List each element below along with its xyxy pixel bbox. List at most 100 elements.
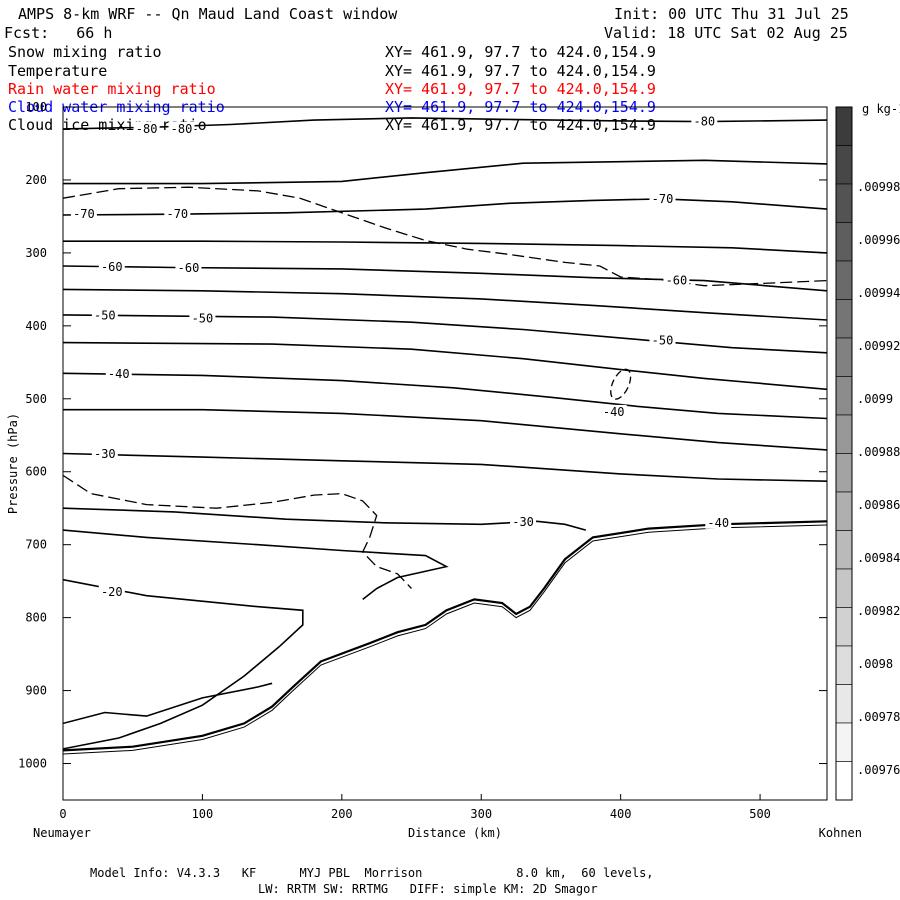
mixing-ratio-contour [63,474,412,589]
colorbar-swatch [835,607,853,647]
colorbar-tick-label: .00984 [857,551,900,565]
isotherm-line [63,372,827,420]
x-axis-label: Distance (km) [408,826,502,840]
contour-label-bg [168,121,195,135]
contour-label-bg [98,585,125,599]
isotherm-line [63,578,304,750]
isotherm-line [63,507,587,531]
field-name: Rain water mixing ratio [8,80,216,98]
contour-label: -40 [603,405,625,419]
colorbar-tick-label: .00996 [857,233,900,247]
contour-label: -30 [94,447,116,461]
contour-label-bg [91,447,118,461]
y-tick-label: 400 [25,319,47,333]
x-tick-label: 400 [610,807,632,821]
isotherm-line [63,265,827,292]
x-tick-label: 0 [59,807,66,821]
field-name: Snow mixing ratio [8,43,162,61]
contour-label-bg [133,121,160,135]
colorbar-tick-label: .00988 [857,445,900,459]
contour-label: -70 [166,207,188,221]
isotherm-line [63,288,827,321]
colorbar-tick-label: .00976 [857,763,900,777]
contour-label-bg [98,259,125,273]
colorbar-swatch [835,222,853,262]
contour-label: -80 [171,122,193,136]
x-right-station-label: Kohnen [819,826,862,840]
colorbar-tick-label: .00998 [857,180,900,194]
isotherm-line [63,159,827,185]
contour-label: -60 [178,261,200,275]
colorbar-frame [835,106,853,801]
contour-label: -40 [108,367,130,381]
contour-label-bg [663,273,690,287]
field-name: Temperature [8,62,108,80]
contour-label-bg [705,515,732,529]
x-left-station-label: Neumayer [33,826,91,840]
colorbar-swatch [835,337,853,377]
contour-label: -70 [73,207,95,221]
contour-label-bg [510,515,537,529]
colorbar-tick-label: .00994 [857,286,900,300]
contour-label: -30 [512,515,534,529]
contour-label-bg [105,366,132,380]
contour-label: -50 [94,309,116,323]
y-tick-label: 300 [25,246,47,260]
contour-label-bg [649,333,676,347]
colorbar-tick-label: .00992 [857,339,900,353]
colorbar-swatch [835,299,853,339]
footer-physics-info: LW: RRTM SW: RRTMG DIFF: simple KM: 2D S… [258,882,598,896]
mixing-ratio-contour [610,368,632,400]
contour-label-bg [164,207,191,221]
contour-label: -50 [652,333,674,347]
contour-label-bg [189,311,216,325]
field-xy: XY= 461.9, 97.7 to 424.0,154.9 [385,80,656,98]
colorbar-swatch [835,376,853,416]
y-tick-label: 1000 [18,757,47,771]
forecast-hour: Fcst: 66 h [4,24,113,42]
y-tick-label: 800 [25,611,47,625]
colorbar-swatch [835,530,853,570]
x-tick-label: 200 [331,807,353,821]
colorbar-tick-label: .0098 [857,657,893,671]
field-xy: XY= 461.9, 97.7 to 424.0,154.9 [385,43,656,61]
colorbar-swatch [835,183,853,223]
terrain-line [63,520,827,752]
y-tick-label: 200 [25,173,47,187]
contour-label-bg [175,261,202,275]
y-tick-label: 600 [25,465,47,479]
colorbar-tick-label: .00978 [857,710,900,724]
y-tick-label: 100 [25,100,47,114]
contour-label-bg [600,404,627,418]
colorbar-swatch [835,106,853,146]
colorbar-swatch [835,722,853,762]
contour-label: -20 [101,585,123,599]
colorbar-swatch [835,453,853,493]
isotherm-line [63,529,449,601]
contour-label: -50 [192,312,214,326]
isotherm-line [63,314,827,354]
isotherm-line [63,240,827,254]
contour-label-bg [91,308,118,322]
y-tick-label: 700 [25,538,47,552]
colorbar-tick-label: .0099 [857,392,893,406]
colorbar-swatch [835,414,853,454]
x-tick-label: 500 [749,807,771,821]
isotherm-line [63,408,827,451]
y-axis-label: Pressure (hPa) [6,413,20,514]
contour-label-bg [691,114,718,128]
isotherm-line [63,452,827,482]
isotherm-line [63,198,827,216]
isotherm-line [63,341,827,391]
x-tick-label: 100 [192,807,214,821]
colorbar-tick-label: .00986 [857,498,900,512]
colorbar-tick-label: .00982 [857,604,900,618]
colorbar-unit: g kg-1 [862,102,900,116]
field-xy: XY= 461.9, 97.7 to 424.0,154.9 [385,62,656,80]
colorbar-swatch [835,568,853,608]
x-tick-label: 300 [470,807,492,821]
colorbar-swatch [835,761,853,801]
contour-label: -60 [101,260,123,274]
valid-time: Valid: 18 UTC Sat 02 Aug 25 [604,24,848,42]
colorbar-swatch [835,260,853,300]
